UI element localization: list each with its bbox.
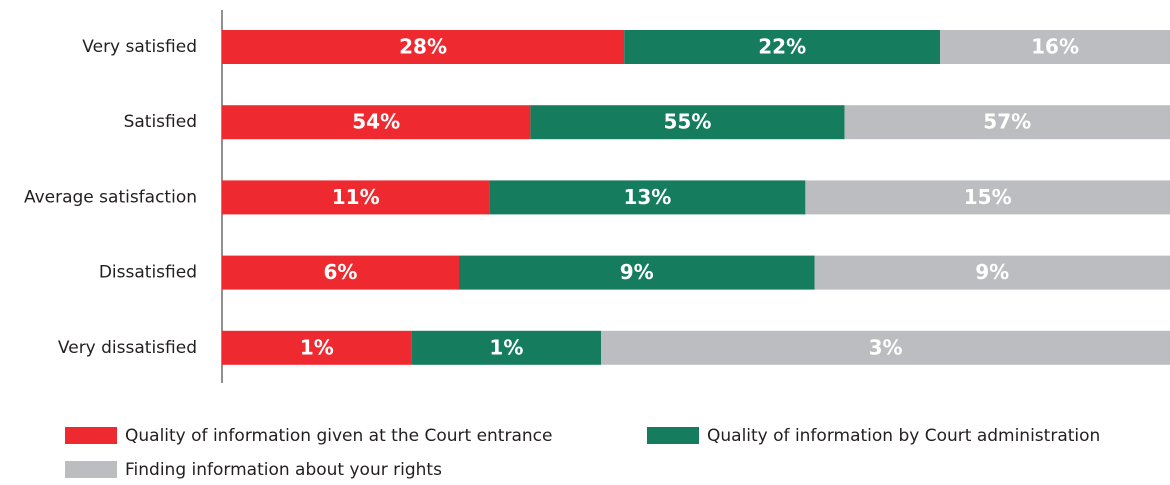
category-label: Average satisfaction [24, 187, 197, 207]
legend-label: Finding information about your rights [125, 460, 442, 480]
value-label: 3% [869, 335, 903, 359]
value-label: 11% [332, 185, 380, 209]
bar-segment [222, 330, 412, 365]
legend-label: Quality of information by Court administ… [707, 426, 1100, 446]
bar-segment [459, 255, 815, 290]
category-label: Very satisfied [82, 37, 197, 57]
bar-segment [222, 30, 625, 64]
bar-segment [411, 330, 602, 365]
legend-swatch [65, 427, 117, 444]
category-label: Very dissatisfied [58, 338, 197, 358]
bar-segment [222, 255, 459, 290]
value-label: 6% [324, 260, 358, 284]
category-label: Satisfied [124, 112, 197, 132]
value-label: 1% [489, 335, 523, 359]
value-label: 54% [352, 110, 400, 134]
bar-segment [805, 180, 1170, 215]
value-label: 16% [1031, 35, 1079, 59]
bar-segment [222, 180, 490, 215]
value-label: 9% [620, 260, 654, 284]
legend-label: Quality of information given at the Cour… [125, 426, 552, 446]
bar-segment [601, 330, 1170, 365]
bar-segment [844, 105, 1170, 140]
value-label: 55% [663, 110, 711, 134]
value-label: 22% [758, 35, 806, 59]
value-label: 57% [983, 110, 1031, 134]
bar-segment [624, 30, 941, 64]
bar-segment [940, 30, 1170, 64]
legend-swatch [65, 461, 117, 478]
bar-segment [530, 105, 845, 140]
legend-swatch [647, 427, 699, 444]
bar-segment [489, 180, 806, 215]
bar-segment [814, 255, 1170, 290]
value-label: 15% [964, 185, 1012, 209]
value-label: 28% [399, 35, 447, 59]
bar-segment [222, 105, 531, 140]
value-label: 1% [300, 335, 334, 359]
value-label: 13% [623, 185, 671, 209]
value-label: 9% [975, 260, 1009, 284]
category-label: Dissatisfied [99, 263, 197, 283]
